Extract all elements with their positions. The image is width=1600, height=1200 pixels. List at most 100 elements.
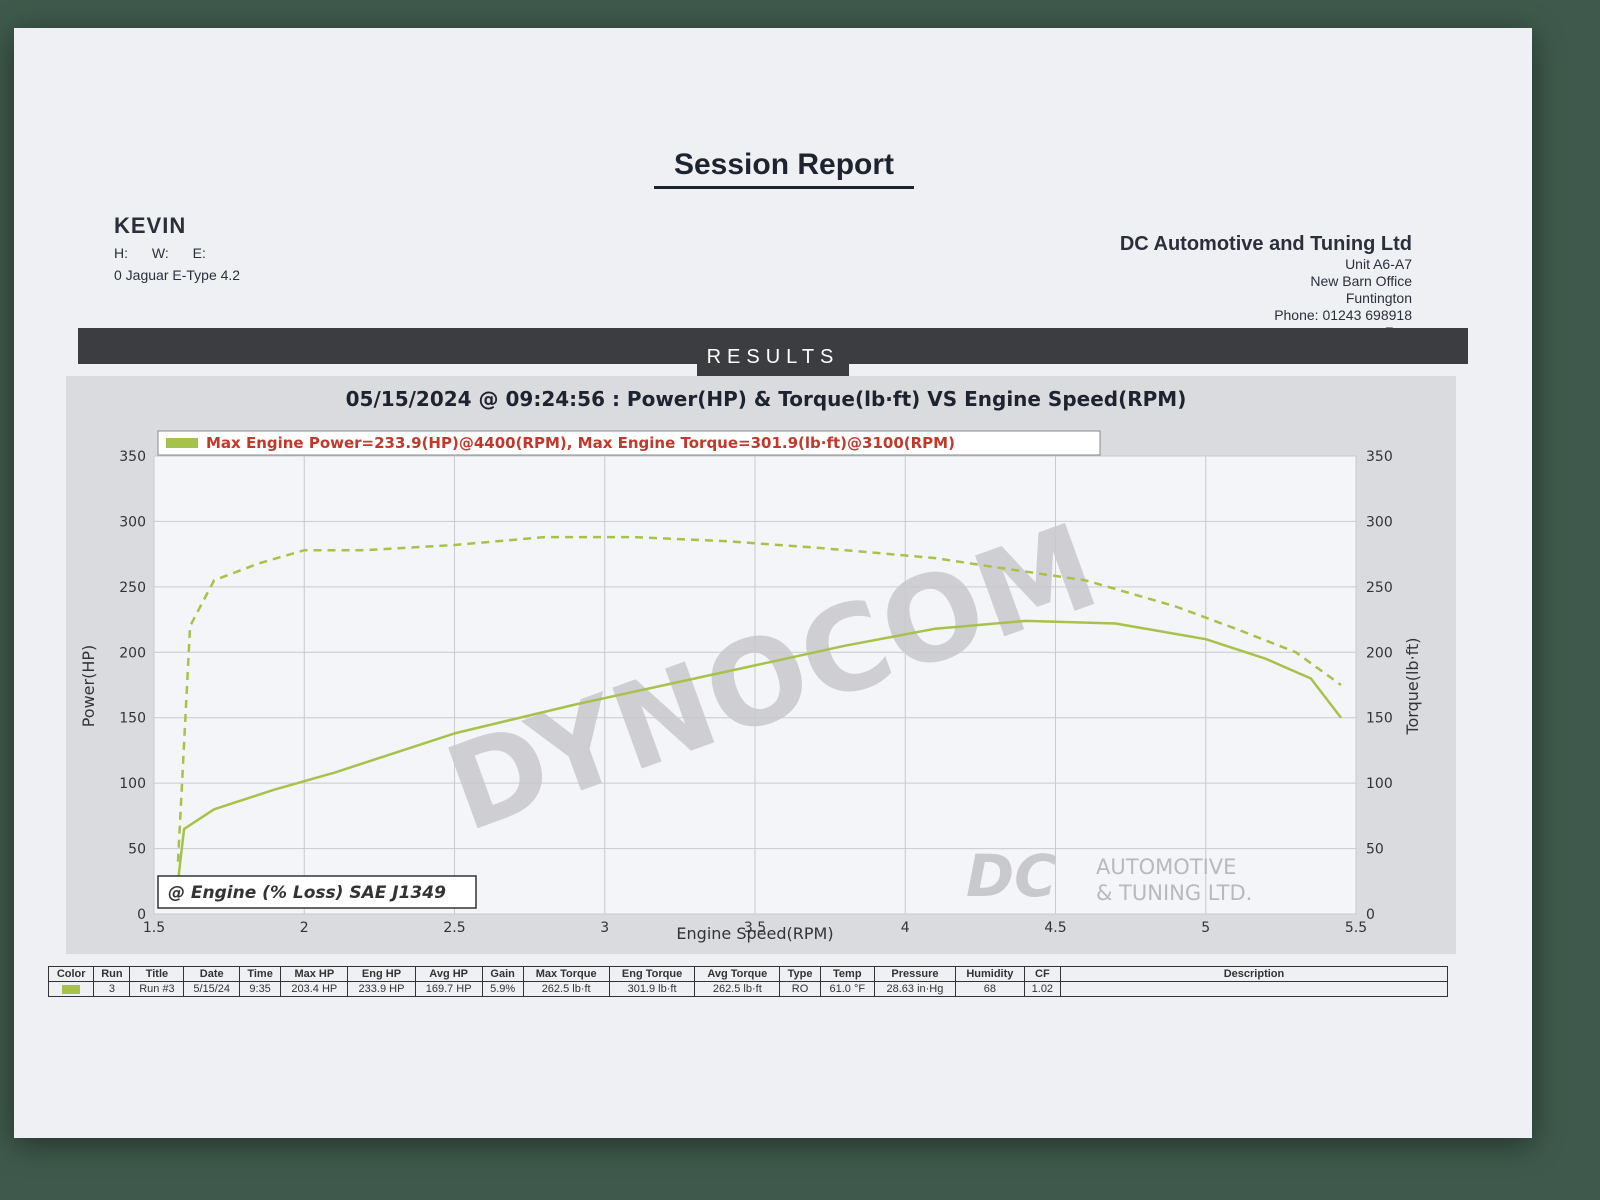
y-tick-label-left: 300: [119, 514, 146, 530]
company-address-2: New Barn Office: [1310, 273, 1412, 289]
x-tick-label: 1.5: [143, 920, 165, 936]
curves: [176, 535, 1342, 882]
y-tick-label-left: 150: [119, 711, 146, 727]
chart-svg: 05/15/2024 @ 09:24:56 : Power(HP) & Torq…: [66, 376, 1456, 954]
table-header-cell: Gain: [481, 966, 524, 982]
table-cell: RO: [779, 981, 821, 997]
y-tick-label-right: 150: [1366, 711, 1393, 727]
company-address-3: Funtington: [1345, 290, 1412, 306]
y-axis-label-left: Power(HP): [79, 645, 98, 728]
y-tick-label-right: 50: [1366, 842, 1384, 858]
y-tick-label-right: 350: [1366, 449, 1393, 465]
table-cell: 5/15/24: [183, 981, 240, 997]
y-tick-label-left: 0: [137, 907, 146, 923]
table-header-cell: Max Torque: [522, 966, 610, 982]
legend-swatch: [166, 438, 198, 448]
table-header-cell: Title: [129, 966, 185, 982]
table-header-cell: Temp: [819, 966, 875, 982]
table-cell: 301.9 lb·ft: [608, 981, 696, 997]
legend-box: [157, 430, 1101, 456]
contact-e: E:: [192, 245, 206, 261]
y-tick-label-right: 0: [1366, 907, 1375, 923]
report-title: Session Report: [654, 148, 914, 189]
dc-logo-line-1: AUTOMOTIVE: [1096, 855, 1236, 879]
table-header-cell: Run: [93, 966, 131, 982]
x-axis-label: Engine Speed(RPM): [676, 924, 833, 943]
grid: [153, 455, 1357, 915]
table-header-cell: CF: [1023, 966, 1062, 982]
company-name: DC Automotive and Tuning Ltd: [1119, 233, 1412, 255]
table-header-cell: Max HP: [280, 966, 349, 982]
results-bar: RESULTS: [78, 328, 1468, 382]
chart-title: 05/15/2024 @ 09:24:56 : Power(HP) & Torq…: [346, 387, 1187, 411]
vehicle: 0 Jaguar E-Type 4.2: [114, 267, 241, 283]
table-cell: 262.5 lb·ft: [694, 981, 781, 997]
contact-h: H:: [114, 245, 128, 261]
table-cell: 61.0 °F: [819, 981, 875, 997]
table-row: 3 Run #3 5/15/24 9:35 203.4 HP 233.9 HP 169.7 …: [47, 981, 1448, 997]
table-header-cell: Humidity: [955, 966, 1025, 982]
company-info: DC Automotive and Tuning Ltd Unit A6-A7 …: [1119, 233, 1412, 341]
x-tick-label: 3.5: [744, 920, 766, 936]
x-tick-label: 3: [600, 920, 609, 936]
report-sheet: Session Report KEVIN H: W: E: 0 Jaguar E…: [14, 28, 1532, 1138]
y-tick-label-right: 250: [1366, 580, 1393, 596]
table-cell: Run #3: [129, 981, 185, 997]
table-cell: [1060, 981, 1448, 997]
table-header-cell: Eng Torque: [608, 966, 696, 982]
y-tick-label-left: 250: [119, 580, 146, 596]
y-tick-label-left: 50: [128, 842, 146, 858]
company-address-1: Unit A6-A7: [1345, 256, 1412, 272]
sae-note: @ Engine (% Loss) SAE J1349: [168, 883, 446, 903]
dc-logo: DC AUTOMOTIVE & TUNING LTD.: [966, 842, 1252, 910]
x-tick-label: 4: [901, 920, 910, 936]
legend-text: Max Engine Power=233.9(HP)@4400(RPM), Ma…: [206, 434, 955, 452]
results-label: RESULTS: [696, 332, 850, 382]
y-tick-label-left: 100: [119, 776, 146, 792]
y-tick-label-left: 350: [119, 449, 146, 465]
table-cell: 3: [93, 981, 131, 997]
table-header-cell: Type: [779, 966, 821, 982]
table-cell: 262.5 lb·ft: [522, 981, 610, 997]
x-tick-label: 4.5: [1044, 920, 1066, 936]
y-tick-label-right: 300: [1366, 514, 1393, 530]
series-line-torque: [176, 535, 1342, 862]
y-axis-label-right: Torque(lb·ft): [1403, 637, 1422, 735]
table-header-row: Color Run Title Date Time Max HP Eng HP Avg HP G…: [47, 966, 1448, 982]
contact-w: W:: [151, 245, 169, 261]
x-tick-label: 2.5: [443, 920, 465, 936]
table-header-cell: Description: [1060, 966, 1448, 982]
table-header-cell: Color: [47, 966, 95, 982]
table-cell: 9:35: [238, 981, 282, 997]
x-tick-label: 2: [300, 920, 309, 936]
note-box: [157, 875, 477, 909]
x-tick-label: 5: [1201, 920, 1210, 936]
y-tick-label-right: 100: [1366, 776, 1393, 792]
y-tick-label-right: 200: [1366, 645, 1393, 661]
table-header-cell: Date: [183, 966, 240, 982]
table-header-cell: Eng HP: [347, 966, 416, 982]
dc-logo-line-2: & TUNING LTD.: [1096, 881, 1252, 905]
table-cell: 68: [955, 981, 1025, 997]
table-header-cell: Time: [238, 966, 282, 982]
dyno-chart: 05/15/2024 @ 09:24:56 : Power(HP) & Torq…: [66, 376, 1456, 959]
table-header-cell: Avg HP: [414, 966, 483, 982]
table-cell: 169.7 HP: [414, 981, 483, 997]
table-cell: 5.9%: [481, 981, 524, 997]
run-color-swatch: [62, 984, 81, 994]
dc-logo-mark: DC: [966, 842, 1057, 910]
y-tick-label-left: 200: [119, 645, 146, 661]
customer-name: KEVIN: [114, 213, 187, 238]
table-color-swatch: [47, 981, 95, 997]
table-header-cell: Pressure: [873, 966, 957, 982]
run-table: Color Run Title Date Time Max HP Eng HP Avg HP G…: [47, 966, 1448, 997]
table-cell: 233.9 HP: [347, 981, 416, 997]
customer-contact: H: W: E:: [114, 245, 240, 261]
x-tick-label: 5.5: [1345, 920, 1367, 936]
customer-info: KEVIN H: W: E: 0 Jaguar E-Type 4.2: [114, 213, 240, 283]
table-cell: 28.63 in·Hg: [873, 981, 957, 997]
company-phone: Phone: 01243 698918: [1274, 307, 1412, 323]
table-header-cell: Avg Torque: [694, 966, 781, 982]
series-line-power: [176, 619, 1342, 882]
